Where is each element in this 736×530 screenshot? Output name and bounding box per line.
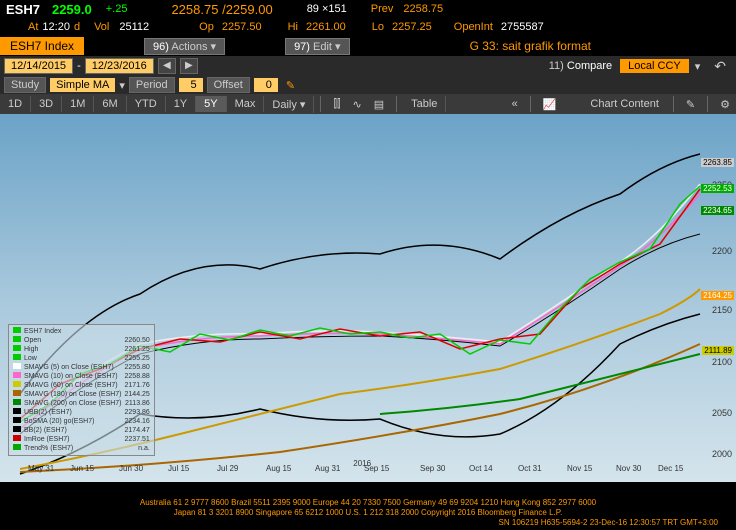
chart-legend: ESH7 IndexOpen2260.50High2261.25Low2255.… [8, 324, 155, 456]
at-label: At [28, 21, 38, 33]
offset-label: Offset [207, 77, 250, 93]
footer: Australia 61 2 9777 8600 Brazil 5511 239… [0, 496, 736, 530]
study-chevron-icon[interactable]: ▾ [119, 79, 125, 92]
bid-ask: 2258.75 /2259.00 [171, 2, 272, 17]
study-ma[interactable]: Simple MA [50, 78, 115, 92]
timeframe-row: 1D3D1M6MYTD1Y5YMax Daily ▾ ⫿⫿ ∿ ▤ Table … [0, 94, 736, 114]
tf-1m[interactable]: 1M [62, 96, 94, 112]
oi-value: 2755587 [501, 21, 544, 33]
chart-icon[interactable]: 📈 [537, 96, 563, 113]
tf-max[interactable]: Max [227, 96, 265, 112]
prev-value: 2258.75 [403, 3, 443, 15]
vol-value: 25112 [119, 21, 149, 33]
lo-label: Lo [372, 21, 384, 33]
study-button[interactable]: Study [4, 77, 46, 93]
actions-button[interactable]: 96) Actions ▾ [144, 38, 225, 55]
edit-icon[interactable]: ✎ [680, 96, 701, 113]
gear-icon[interactable]: ⚙ [714, 96, 736, 113]
lo-value: 2257.25 [392, 21, 432, 33]
tf-ytd[interactable]: YTD [127, 96, 166, 112]
footer-line1: Australia 61 2 9777 8600 Brazil 5511 239… [8, 498, 728, 508]
study-row: Study Simple MA ▾ Period 5 Offset 0 ✎ [0, 76, 736, 94]
op-label: Op [199, 21, 214, 33]
period-value[interactable]: 5 [179, 78, 203, 92]
undo-icon[interactable]: ↶ [714, 58, 726, 75]
hi-label: Hi [288, 21, 298, 33]
offset-value[interactable]: 0 [254, 78, 278, 92]
chart-type-line-icon[interactable]: ∿ [346, 96, 367, 113]
chart-type-candle-icon[interactable]: ⫿⫿ [327, 96, 346, 113]
bid-ask-size: 89 ×151 [307, 3, 347, 15]
oi-label: OpenInt [454, 21, 493, 33]
last-price: 2259.0 [52, 2, 92, 17]
tf-1d[interactable]: 1D [0, 96, 31, 112]
date-from[interactable]: 12/14/2015 [4, 58, 73, 74]
date-prev-button[interactable]: ◀ [158, 58, 176, 74]
index-row: ESH7 Index 96) Actions ▾ 97) Edit ▾ G 33… [0, 36, 736, 56]
vol-label: Vol [94, 21, 109, 33]
price-change: +.25 [106, 3, 128, 15]
chart-type-bar-icon[interactable]: ▤ [368, 96, 390, 113]
chart-area[interactable]: 2250220021502100205020002263.852252.5322… [0, 114, 736, 482]
ccy-chevron-icon[interactable]: ▾ [695, 60, 701, 73]
freq-select[interactable]: Daily ▾ [264, 96, 314, 113]
quote-row-2: At 12:20 d Vol 25112 Op 2257.50 Hi 2261.… [0, 18, 736, 36]
op-value: 2257.50 [222, 21, 262, 33]
footer-line3: SN 106219 H635-5694-2 23-Dec-16 12:30:57… [8, 518, 728, 528]
g33-label: G 33: sait grafik format [470, 39, 591, 53]
y-axis: 2250220021502100205020002263.852252.5322… [700, 114, 736, 482]
quote-row-1: ESH7 2259.0 +.25 2258.75 /2259.00 89 ×15… [0, 0, 736, 18]
ticker-symbol: ESH7 [6, 2, 40, 17]
d-label: d [74, 21, 80, 33]
compare-label[interactable]: 11) Compare [549, 60, 612, 72]
tf-3d[interactable]: 3D [31, 96, 62, 112]
ccy-select[interactable]: Local CCY [620, 59, 689, 73]
date-row: 12/14/2015 - 12/23/2016 ◀ ▶ 11) Compare … [0, 56, 736, 76]
hi-value: 2261.00 [306, 21, 346, 33]
period-label: Period [129, 77, 175, 93]
collapse-icon[interactable]: « [506, 96, 524, 112]
index-name: ESH7 Index [0, 37, 84, 55]
chart-content-button[interactable]: Chart Content [582, 96, 666, 112]
footer-line2: Japan 81 3 3201 8900 Singapore 65 6212 1… [8, 508, 728, 518]
prev-label: Prev [371, 3, 394, 15]
table-button[interactable]: Table [403, 96, 446, 112]
at-time: 12:20 [42, 21, 70, 33]
x-axis: May 31Jun 15Jun 30Jul 15Jul 29Aug 15Aug … [0, 464, 700, 478]
year-label: 2016 [353, 459, 371, 468]
pencil-icon[interactable]: ✎ [286, 79, 295, 92]
tf-6m[interactable]: 6M [94, 96, 126, 112]
date-to[interactable]: 12/23/2016 [85, 58, 154, 74]
edit-button[interactable]: 97) Edit ▾ [285, 38, 350, 55]
tf-1y[interactable]: 1Y [166, 96, 196, 112]
date-sep: - [77, 60, 81, 72]
date-next-button[interactable]: ▶ [180, 58, 198, 74]
tf-5y[interactable]: 5Y [196, 96, 226, 112]
